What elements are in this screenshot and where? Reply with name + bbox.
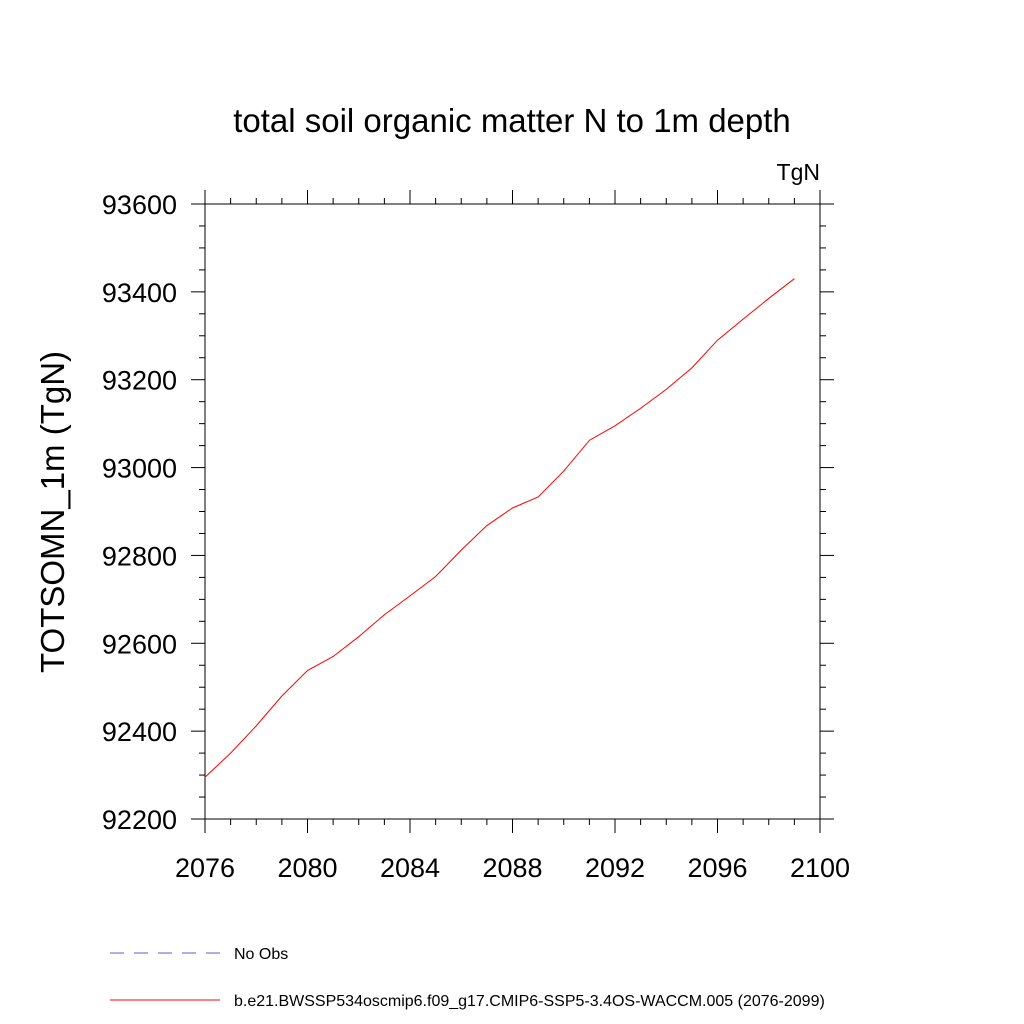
- x-tick-label: 2076: [175, 853, 235, 883]
- x-tick-label: 2092: [585, 853, 645, 883]
- series-line: [204, 278, 795, 778]
- y-tick-label: 93000: [102, 454, 177, 484]
- plot-lines: [204, 278, 795, 778]
- legend: No Obs b.e21.BWSSP534oscmip6.f09_g17.CMIP…: [110, 946, 825, 1010]
- y-axis-label: TOTSOMN_1m (TgN): [34, 351, 71, 673]
- x-tick-label: 2084: [380, 853, 440, 883]
- chart-title: total soil organic matter N to 1m depth: [233, 102, 791, 139]
- plot-frame: [204, 203, 821, 820]
- y-tick-label: 93600: [102, 190, 177, 220]
- axes: 2076 2080 2084 2088 2092 2096 2100 92200 92400 92…: [102, 190, 850, 883]
- y-tick-label: 93400: [102, 278, 177, 308]
- x-tick-label: 2088: [482, 853, 542, 883]
- legend-label: No Obs: [234, 946, 288, 963]
- y-tick-label: 92800: [102, 541, 177, 571]
- y-tick-label: 92400: [102, 717, 177, 747]
- units-label: TgN: [777, 159, 820, 185]
- x-tick-label: 2096: [687, 853, 747, 883]
- y-tick-label: 92200: [102, 805, 177, 835]
- y-tick-label: 92600: [102, 629, 177, 659]
- x-tick-label: 2100: [790, 853, 850, 883]
- y-tick-label: 93200: [102, 366, 177, 396]
- x-tick-label: 2080: [277, 853, 337, 883]
- legend-label: b.e21.BWSSP534oscmip6.f09_g17.CMIP6-SSP5…: [234, 993, 825, 1010]
